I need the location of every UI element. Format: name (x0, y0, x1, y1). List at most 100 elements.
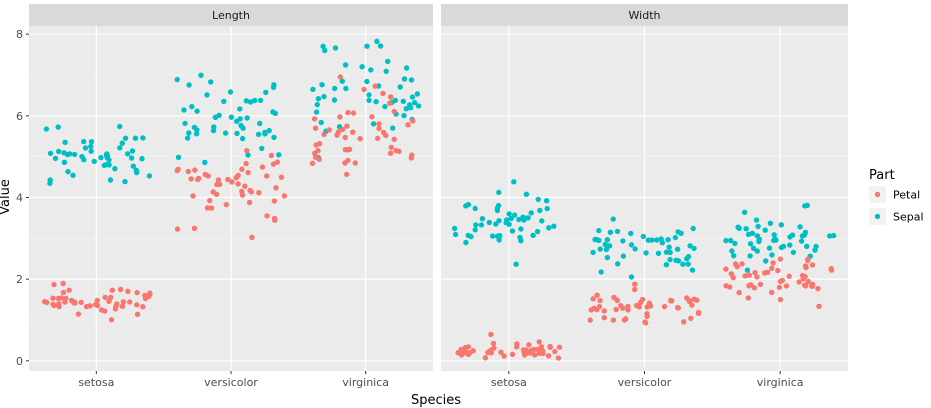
point-sepal (124, 151, 131, 157)
point-petal (809, 283, 815, 289)
point-sepal (79, 153, 85, 160)
point-sepal (673, 257, 679, 263)
point-sepal (675, 229, 681, 235)
point-sepal (511, 179, 517, 185)
point-sepal (494, 205, 500, 211)
point-sepal (227, 89, 234, 95)
point-petal (689, 302, 695, 308)
point-sepal (754, 233, 761, 239)
point-petal (75, 311, 82, 317)
point-petal (815, 285, 821, 292)
point-sepal (212, 114, 219, 121)
legend-title: Part (869, 168, 895, 183)
point-petal (340, 126, 346, 133)
point-petal (391, 136, 397, 142)
point-petal (799, 272, 806, 279)
point-sepal (318, 119, 324, 126)
point-sepal (315, 96, 322, 102)
point-sepal (204, 92, 210, 98)
point-petal (805, 256, 811, 262)
point-petal (259, 164, 266, 170)
point-petal (540, 350, 546, 357)
point-sepal (403, 65, 410, 71)
point-sepal (534, 228, 541, 235)
point-petal (229, 179, 235, 185)
point-sepal (129, 148, 136, 154)
point-petal (350, 110, 357, 116)
point-sepal (530, 232, 536, 238)
point-petal (754, 274, 760, 280)
point-sepal (221, 98, 227, 105)
point-sepal (409, 94, 416, 100)
point-petal (271, 198, 278, 204)
point-petal (594, 292, 600, 298)
x-tick-label: versicolor (618, 376, 672, 389)
point-petal (383, 132, 389, 139)
point-petal (174, 167, 180, 174)
point-petal (191, 225, 198, 231)
point-petal (125, 288, 131, 294)
point-petal (147, 291, 153, 298)
point-sepal (463, 239, 469, 246)
point-petal (134, 289, 140, 296)
point-sepal (787, 242, 793, 248)
point-sepal (831, 232, 837, 239)
point-petal (691, 296, 697, 302)
point-sepal (506, 221, 512, 227)
point-petal (214, 181, 220, 188)
point-sepal (55, 124, 61, 130)
point-sepal (628, 274, 635, 280)
point-sepal (266, 127, 272, 134)
y-tick-label: 4 (16, 191, 23, 204)
point-sepal (535, 196, 541, 203)
point-petal (268, 152, 275, 159)
point-petal (532, 352, 538, 358)
point-petal (388, 144, 394, 151)
point-sepal (181, 107, 187, 113)
point-petal (242, 183, 248, 189)
point-sepal (52, 155, 59, 162)
point-sepal (257, 120, 263, 127)
point-sepal (342, 62, 349, 68)
point-petal (590, 296, 596, 302)
strip-label: Length (212, 9, 250, 22)
point-sepal (610, 216, 616, 222)
point-sepal (736, 225, 742, 231)
point-sepal (237, 106, 243, 112)
point-sepal (43, 126, 50, 132)
point-petal (78, 299, 84, 306)
x-tick-label: virginica (757, 376, 804, 389)
point-petal (498, 349, 504, 355)
point-sepal (91, 158, 97, 165)
point-sepal (228, 114, 235, 120)
point-petal (375, 135, 381, 141)
point-petal (465, 344, 472, 350)
point-petal (736, 289, 742, 296)
strip-label: Width (629, 9, 661, 22)
point-petal (264, 213, 270, 219)
point-petal (87, 303, 93, 309)
point-petal (408, 155, 414, 161)
point-petal (120, 299, 127, 305)
point-sepal (359, 63, 365, 70)
legend-label-sepal: Sepal (893, 211, 924, 224)
point-sepal (509, 228, 516, 234)
point-petal (213, 191, 220, 197)
point-sepal (81, 138, 87, 145)
point-petal (119, 303, 126, 309)
point-sepal (88, 143, 94, 150)
point-petal (770, 260, 776, 266)
point-petal (142, 295, 149, 302)
x-tick-label: virginica (342, 376, 389, 389)
point-petal (786, 273, 792, 279)
point-sepal (366, 97, 372, 104)
point-petal (751, 285, 758, 291)
point-sepal (62, 139, 68, 145)
point-sepal (193, 131, 200, 137)
point-petal (244, 148, 250, 154)
point-sepal (771, 232, 777, 238)
point-sepal (798, 238, 805, 244)
point-petal (256, 190, 262, 196)
point-petal (315, 148, 321, 154)
point-sepal (544, 205, 550, 212)
